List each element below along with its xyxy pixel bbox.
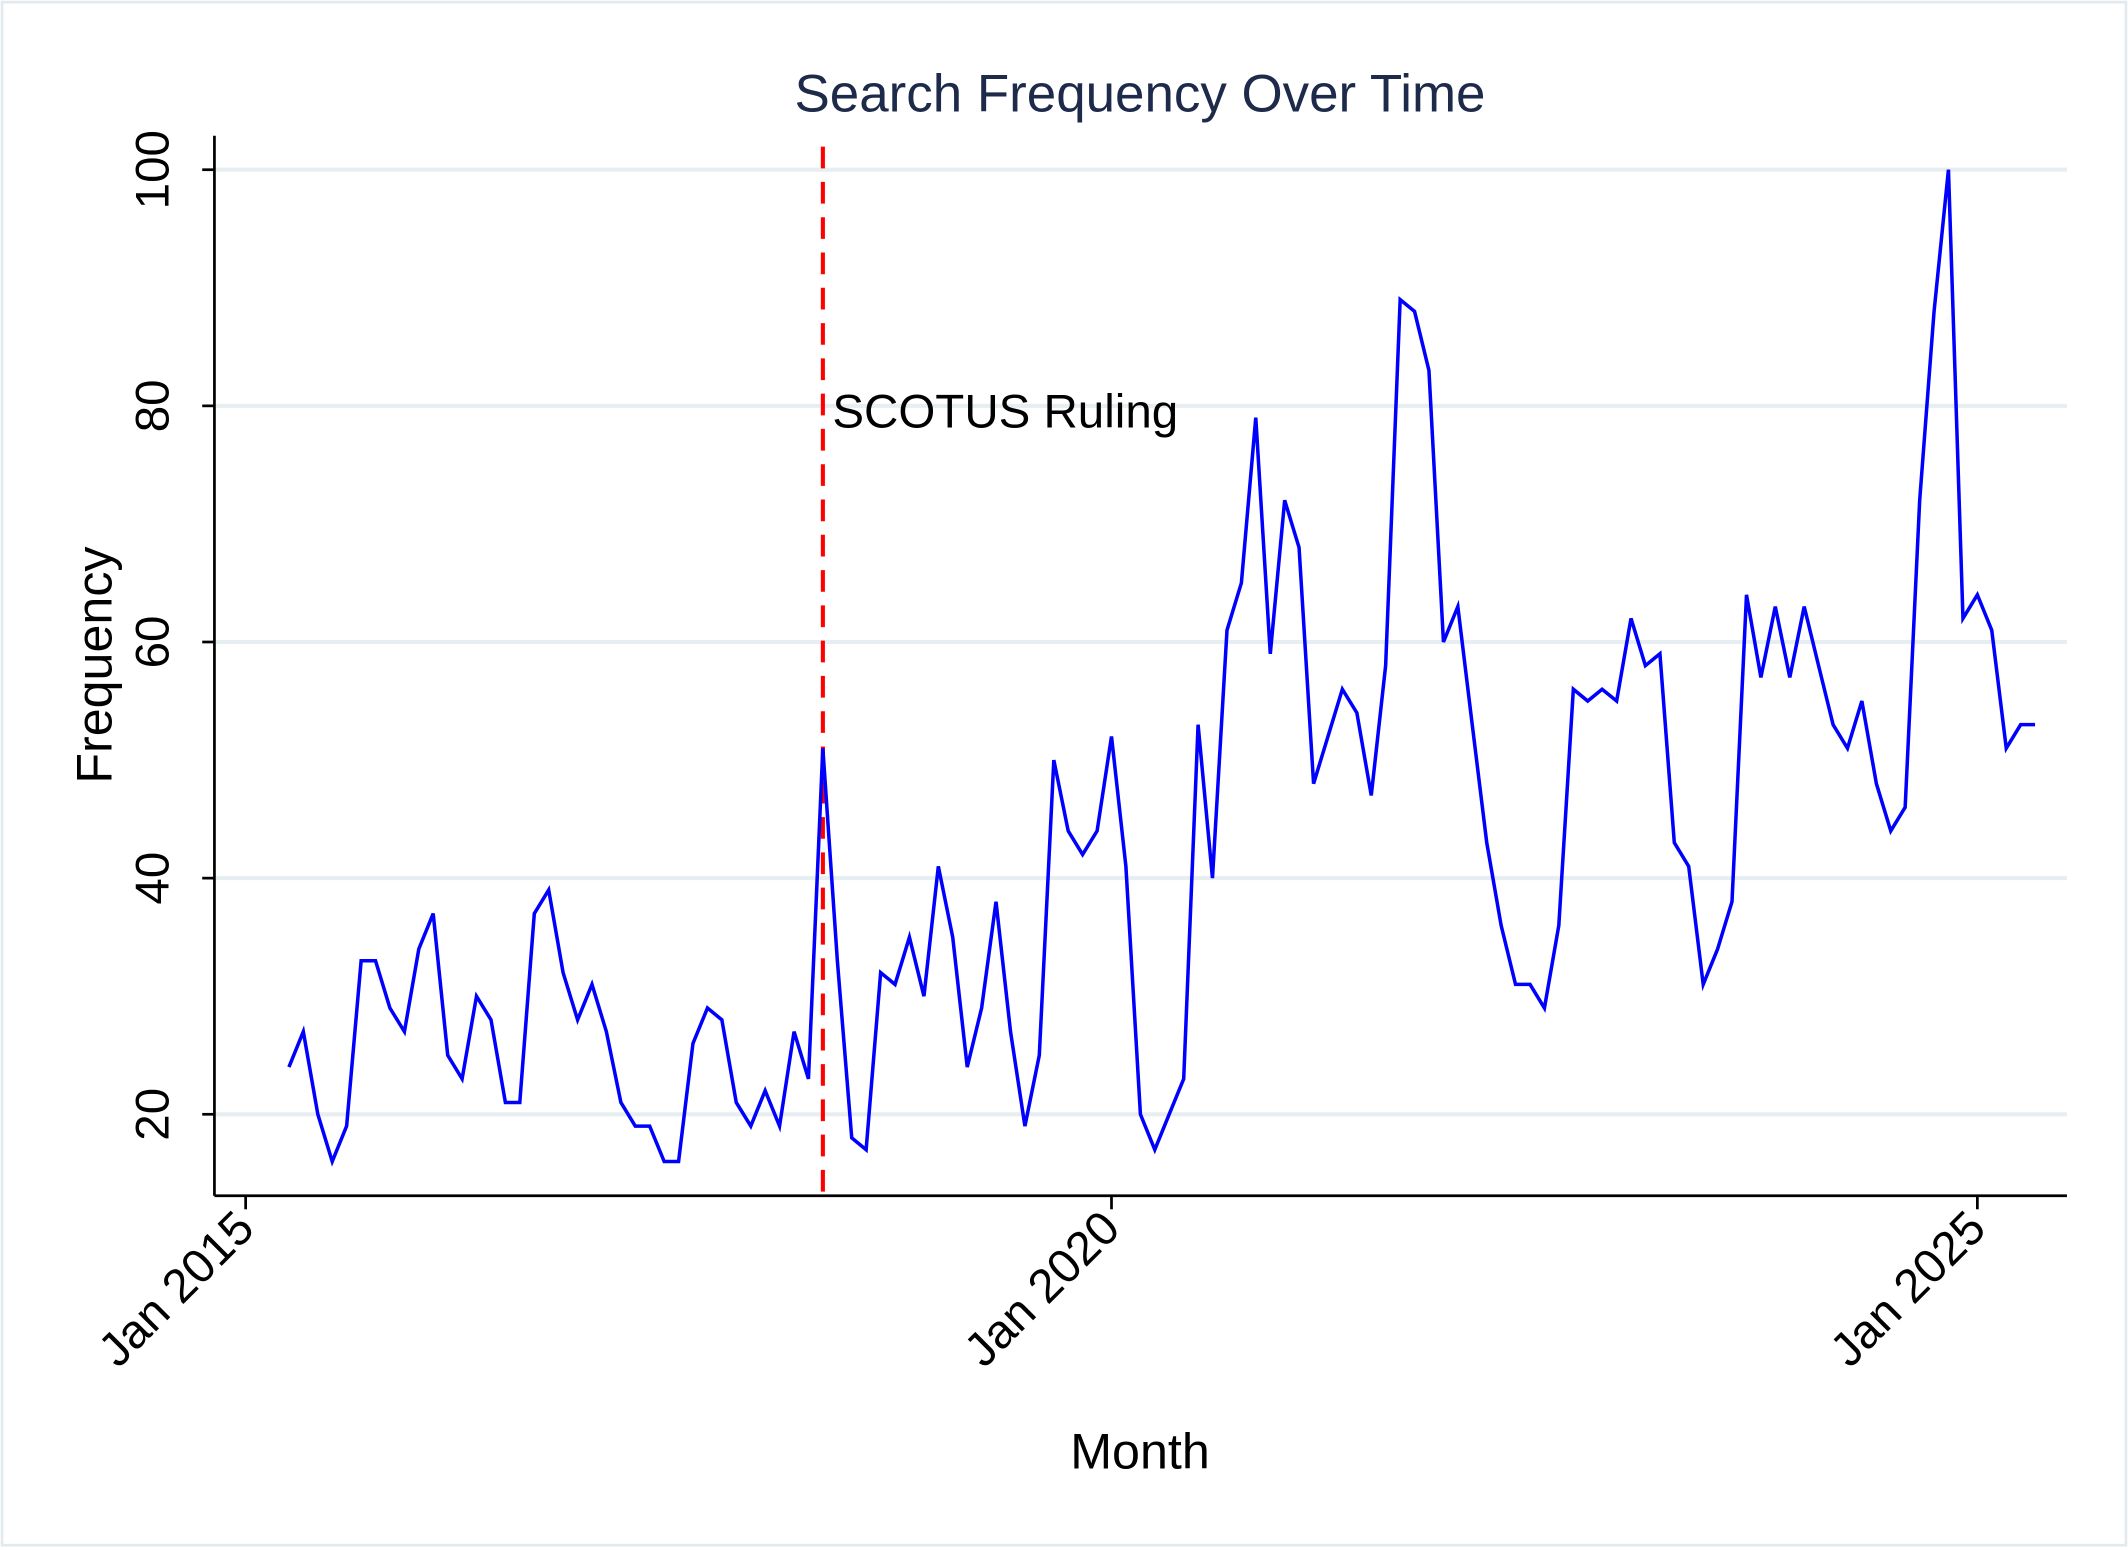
y-tick-label: 60 [126, 616, 179, 669]
y-tick-label: 80 [126, 379, 179, 432]
scotus-ruling-label: SCOTUS Ruling [832, 386, 1178, 439]
y-tick-label: 40 [126, 852, 179, 905]
y-tick-label: 20 [126, 1088, 179, 1141]
chart-title: Search Frequency Over Time [795, 64, 1486, 123]
y-axis-label: Frequency [66, 546, 122, 783]
y-tick-label: 100 [126, 130, 179, 209]
x-axis-label: Month [1070, 1423, 1210, 1479]
series-line [287, 169, 2036, 1167]
